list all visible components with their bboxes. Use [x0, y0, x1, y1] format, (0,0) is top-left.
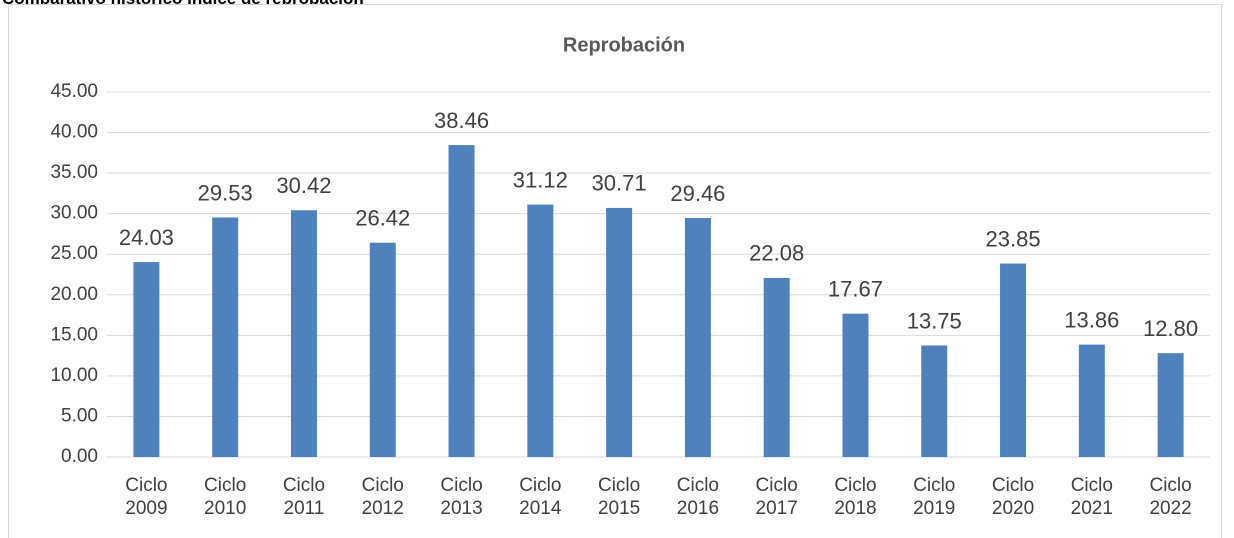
x-tick-label: Ciclo 2022 — [1149, 475, 1192, 519]
bar — [842, 313, 869, 457]
data-label: 24.03 — [119, 225, 174, 250]
y-tick-label: 25.00 — [50, 243, 98, 264]
data-label: 29.53 — [198, 180, 253, 205]
bar — [606, 207, 633, 457]
data-label: 31.12 — [513, 167, 568, 192]
x-tick-label: Ciclo 2010 — [204, 475, 247, 519]
bar — [1000, 263, 1027, 457]
y-tick-label: 45.00 — [50, 81, 98, 102]
y-tick-label: 40.00 — [50, 122, 98, 143]
data-label: 30.42 — [276, 173, 331, 198]
chart-title: Reprobación — [563, 34, 685, 56]
data-label: 38.46 — [434, 108, 489, 133]
bar — [369, 242, 396, 457]
bar — [684, 218, 711, 457]
y-tick-label: 5.00 — [61, 405, 98, 426]
data-label: 30.71 — [592, 171, 647, 196]
y-tick-label: 15.00 — [50, 324, 98, 345]
x-tick-label: Ciclo 2012 — [361, 475, 404, 519]
bar — [1157, 353, 1184, 457]
x-tick-label: Ciclo 2016 — [676, 475, 720, 519]
bar — [921, 345, 948, 457]
data-label: 23.85 — [986, 226, 1041, 251]
data-label: 13.86 — [1064, 307, 1119, 332]
bar — [1078, 344, 1105, 457]
y-tick-label: 20.00 — [50, 284, 98, 305]
data-label: 13.75 — [907, 308, 962, 333]
x-tick-label: Ciclo 2015 — [597, 475, 641, 519]
y-tick-label: 35.00 — [50, 162, 98, 183]
data-label: 29.46 — [670, 181, 725, 206]
x-tick-label: Ciclo 2009 — [125, 475, 168, 519]
data-label: 22.08 — [749, 241, 804, 266]
x-tick-label: Ciclo 2014 — [519, 475, 562, 519]
bar — [763, 277, 790, 457]
y-tick-label: 30.00 — [50, 203, 98, 224]
x-tick-label: Ciclo 2013 — [440, 475, 483, 519]
data-label: 12.80 — [1143, 316, 1198, 341]
x-tick-label: Ciclo 2011 — [282, 475, 326, 519]
data-label: 26.42 — [355, 206, 410, 231]
bar — [290, 210, 317, 457]
data-label: 17.67 — [828, 276, 883, 301]
x-tick-label: Ciclo 2020 — [991, 475, 1035, 519]
bar — [527, 204, 554, 457]
y-tick-label: 0.00 — [61, 446, 98, 467]
x-tick-label: Ciclo 2021 — [1070, 475, 1113, 519]
y-tick-label: 10.00 — [50, 365, 98, 386]
x-tick-label: Ciclo 2018 — [834, 475, 877, 519]
x-tick-label: Ciclo 2017 — [755, 475, 798, 519]
bar — [133, 262, 160, 457]
x-tick-label: Ciclo 2019 — [913, 475, 956, 519]
bar — [448, 145, 475, 457]
bar — [212, 217, 239, 457]
